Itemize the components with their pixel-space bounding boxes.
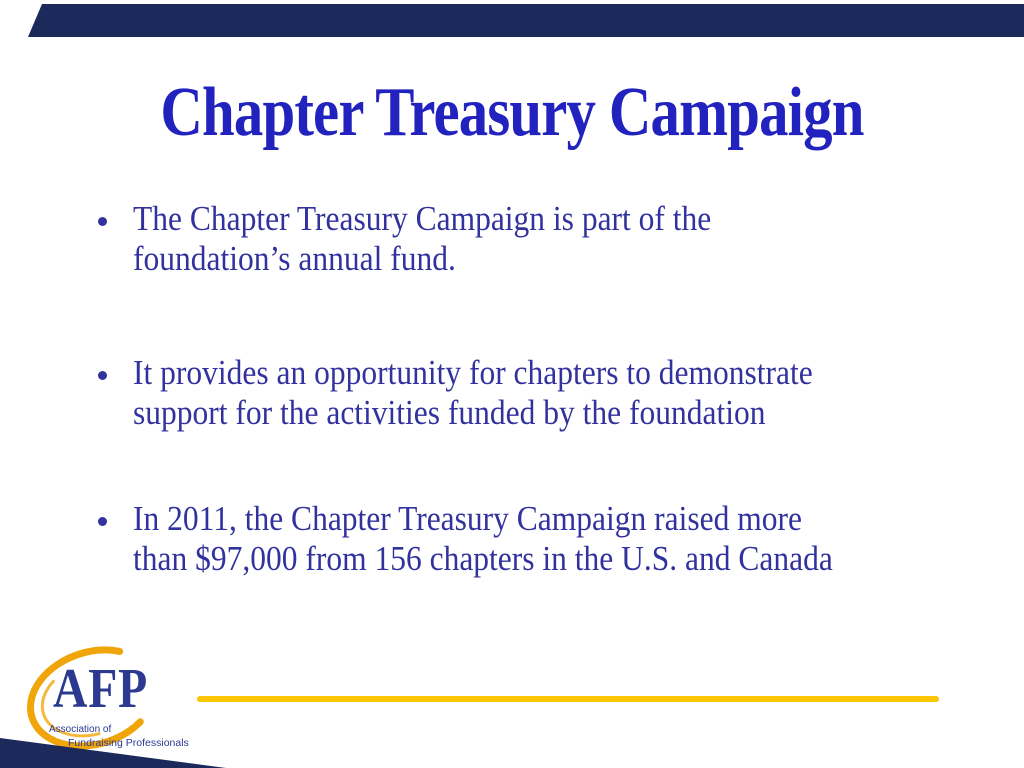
bullet-text-line: It provides an opportunity for chapters … [133, 353, 813, 392]
bullet-marker-icon [98, 371, 107, 380]
bullet-marker-icon [98, 517, 107, 526]
bullet-text-line: than $97,000 from 156 chapters in the U.… [133, 539, 833, 578]
afp-logo-letters: AFP [53, 658, 149, 720]
divider-line [197, 696, 939, 702]
slide-title: Chapter Treasury Campaign [160, 74, 864, 151]
bullet-text-line: foundation’s annual fund. [133, 239, 456, 278]
bullet-marker-icon [98, 217, 107, 226]
bullet-text-line: support for the activities funded by the… [133, 393, 766, 432]
bullet-text-line: In 2011, the Chapter Treasury Campaign r… [133, 499, 802, 538]
top-banner-decoration [28, 4, 1024, 37]
afp-logo-caption-line1: Association of [49, 724, 112, 735]
bullet-text: In 2011, the Chapter Treasury Campaign r… [133, 499, 943, 579]
bullet-text-line: The Chapter Treasury Campaign is part of… [133, 199, 712, 238]
bullet-text: The Chapter Treasury Campaign is part of… [133, 199, 943, 279]
afp-logo: AFP Association of Fundraising Professio… [16, 636, 206, 768]
afp-swoosh-icon [26, 646, 160, 750]
afp-logo-caption-line2: Fundraising Professionals [68, 737, 189, 749]
bullet-text: It provides an opportunity for chapters … [133, 353, 943, 433]
